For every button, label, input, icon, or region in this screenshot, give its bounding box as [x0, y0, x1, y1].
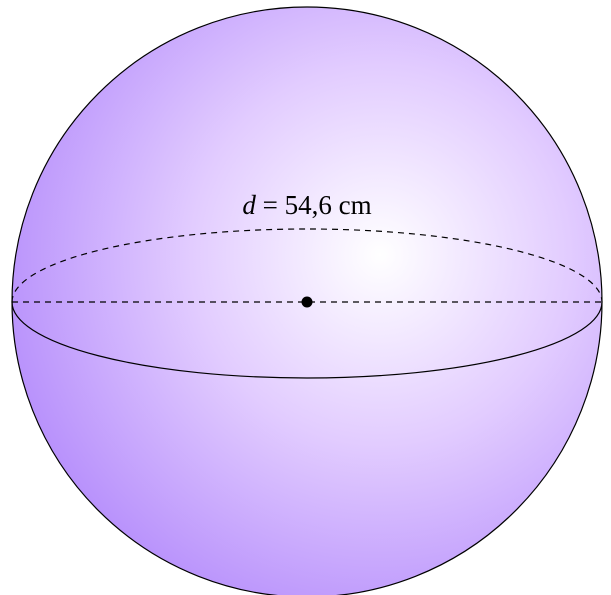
center-point: [301, 296, 313, 308]
label-unit: cm: [339, 190, 372, 220]
equator-front: [11, 301, 603, 379]
label-value: 54,6: [285, 190, 332, 220]
label-variable: d: [242, 190, 256, 220]
diameter-label: d = 54,6 cm: [242, 190, 371, 220]
label-equals: =: [263, 190, 278, 220]
